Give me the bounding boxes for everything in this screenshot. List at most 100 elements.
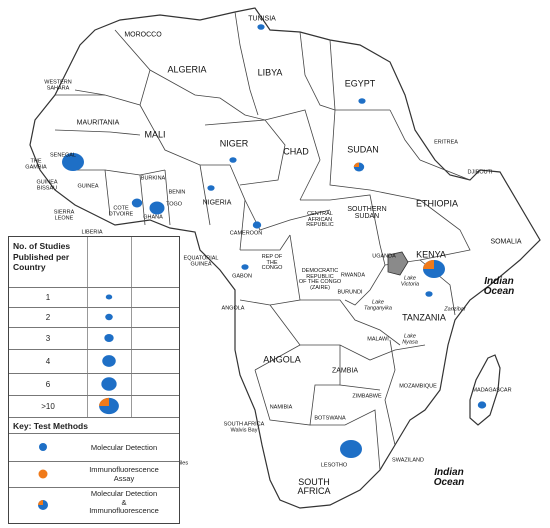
legend-row-label: 4 (45, 357, 51, 366)
legend-method-molecular: Molecular Detection (9, 433, 179, 462)
immunofluorescence-wedge-sudan (353, 162, 359, 167)
label-lake-victoria: Lake Victoria (400, 275, 420, 287)
study-marker-niger (229, 157, 237, 163)
label-ghana: GHANA (143, 214, 163, 221)
legend-method-label: Molecular Detection (90, 443, 158, 452)
study-marker-gabon (241, 264, 249, 270)
label-mozambique: MOZAMBIQUE (399, 383, 437, 390)
study-marker-egypt (358, 98, 366, 104)
country-borders (54, 11, 471, 471)
legend-row-3: 3 (9, 327, 179, 350)
label-namibia: NAMIBIA (269, 404, 293, 411)
legend-size-marker-4 (102, 355, 116, 367)
label-malawi: MALAWI (367, 336, 389, 343)
label-equatorial-guinea: EQUATORIAL GUINEA (183, 255, 219, 267)
legend-row-label: 1 (45, 293, 51, 302)
label-lesotho: LESOTHO (320, 462, 348, 469)
label-gabon: GABON (232, 273, 252, 280)
label-drc: DEMOCRATIC REPUBLIC OF THE CONGO (ZAIRE) (298, 268, 342, 291)
label-zambia: ZAMBIA (331, 367, 359, 375)
label-tunisia: TUNISIA (248, 15, 276, 23)
label-tanzania: TANZANIA (402, 312, 446, 323)
label-burkina: BURKINA (140, 175, 166, 182)
label-uganda: UGANDA (372, 253, 396, 260)
legend-row-label: 6 (45, 380, 51, 389)
label-zimbabwe: ZIMBABWE (352, 393, 382, 400)
legend-row-1: 1 (9, 287, 179, 308)
legend-row-4: 4 (9, 349, 179, 374)
label-rep-congo: REP OF THE CONGO (261, 253, 283, 271)
label-swaziland: SWAZILAND (392, 457, 424, 464)
study-marker-south-africa (340, 440, 362, 458)
label-eritrea: ERITREA (434, 139, 458, 146)
label-liberia: LIBERIA (81, 229, 103, 236)
legend-both-wedge (38, 500, 43, 505)
legend-header: No. of Studies Published per Country (13, 241, 71, 273)
label-morocco: MOROCCO (124, 31, 162, 39)
legend-row-label: >10 (41, 402, 55, 411)
legend-size-marker-3 (104, 333, 114, 343)
label-lake-tanganyika: Lake Tanganyika (364, 299, 392, 311)
label-car: CENTRAL AFRICAN REPUBLIC (306, 210, 334, 228)
label-senegal: SENEGAL (50, 152, 76, 159)
immunofluorescence-wedge-kenya (423, 260, 434, 269)
label-iles: iles (179, 460, 189, 467)
legend-row-6: 6 (9, 373, 179, 396)
label-djibouti: DJIBOUTI (467, 169, 493, 176)
label-libya: LIBYA (257, 67, 283, 78)
label-algeria: ALGERIA (167, 64, 207, 75)
uganda-region (387, 251, 409, 276)
legend-row-10plus: >10 (9, 395, 179, 418)
label-rwanda: RWANDA (340, 272, 366, 279)
study-marker-nigeria (207, 185, 215, 191)
study-marker-cameroon (252, 221, 262, 229)
label-mauritania: MAURITANIA (76, 119, 120, 127)
legend-key-header: Key: Test Methods (13, 421, 88, 431)
legend-row-2: 2 (9, 307, 179, 328)
legend-size-marker-2 (105, 313, 113, 321)
label-zanzibar: Zanzibar (444, 306, 466, 313)
legend-immunofluorescence-marker (38, 469, 48, 479)
legend-symbols (38, 294, 119, 510)
legend-method-label: Immunofluorescence Assay (89, 465, 159, 483)
legend-method-immunofluorescence: Immunofluorescence Assay (9, 461, 179, 488)
label-chad: CHAD (283, 146, 309, 157)
study-marker-ghana (149, 201, 165, 215)
label-benin: BENIN (168, 189, 186, 196)
legend-method-both: Molecular Detection & Immunofluorescence (9, 487, 179, 524)
label-cameroon: CAMEROON (229, 230, 263, 237)
label-south-africa-walvis: SOUTH AFRICA Walvis Bay (223, 421, 265, 433)
label-indian-ocean-south: Indian Ocean (433, 467, 465, 488)
label-angola: ANGOLA (263, 354, 301, 365)
legend-row-label: 3 (45, 334, 51, 343)
study-marker-tanzania (425, 291, 433, 297)
label-somalia: SOMALIA (490, 238, 522, 246)
label-south-africa: SOUTH AFRICA (297, 477, 331, 496)
study-marker-madagascar (477, 401, 487, 409)
legend-size-wedge (99, 397, 109, 406)
legend-size-marker-1 (105, 294, 113, 300)
legend-size-marker-5 (101, 377, 117, 391)
label-angola-small: ANGOLA (221, 305, 245, 312)
label-western-sahara: WESTERN SAHARA (44, 79, 72, 91)
label-guinea-bissau: GUINEA BISSAU (36, 179, 58, 191)
label-indian-ocean-north: Indian Ocean (483, 276, 515, 297)
label-madagascar: MADAGASCAR (472, 387, 512, 394)
label-mali: MALI (144, 129, 166, 140)
label-guinea: GUINEA (77, 183, 99, 190)
label-sierra-leone: SIERRA LEONE (53, 209, 75, 221)
legend-molecular-marker (39, 443, 47, 451)
label-niger: NIGER (219, 138, 249, 149)
label-burundi: BURUNDI (337, 289, 363, 296)
africa-outline (29, 7, 541, 509)
label-kenya: KENYA (416, 249, 446, 260)
study-marker-cote-divoire (131, 198, 143, 208)
label-lake-nyasa: Lake Nyasa (402, 333, 418, 345)
label-togo: TOGO (165, 201, 183, 208)
label-egypt: EGYPT (344, 78, 376, 89)
legend-method-label: Molecular Detection & Immunofluorescence (89, 489, 159, 516)
label-southern-sudan: SOUTHERN SUDAN (347, 206, 387, 220)
legend-row-label: 2 (45, 313, 51, 322)
label-ethiopia: ETHIOPIA (415, 198, 459, 209)
